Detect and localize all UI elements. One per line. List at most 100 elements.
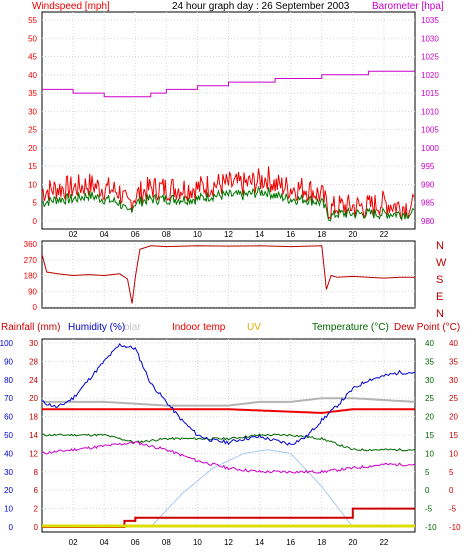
y-tick-label: 0 <box>34 523 39 532</box>
y-tick-label: 1015 <box>421 89 439 98</box>
y-tick-label: 20 <box>29 394 38 403</box>
y-tick-label: -5 <box>449 505 457 514</box>
y-tick-label: 30 <box>425 376 434 385</box>
x-tick-label: 18 <box>317 538 326 547</box>
y-tick-label: -5 <box>425 505 433 514</box>
temperature-line <box>41 433 415 452</box>
windspeed-average-line <box>41 186 415 222</box>
y-tick-label: 20 <box>425 413 434 422</box>
y-tick-label: 45 <box>28 53 37 62</box>
y-tick-label: -10 <box>425 523 437 532</box>
direction-letter: S <box>436 274 443 286</box>
legend-solar: olar <box>124 322 141 333</box>
y-tick-label: 2 <box>34 505 39 514</box>
y-tick-label: 15 <box>28 162 37 171</box>
direction-letter: N <box>436 240 444 252</box>
y-tick-label: 24 <box>29 376 38 385</box>
y-tick-label: 12 <box>29 449 38 458</box>
legend-dew-point: Dew Point (°C) <box>394 322 460 333</box>
humidity-line <box>41 342 416 446</box>
y-tick-label: 6 <box>34 486 39 495</box>
direction-letter: W <box>436 257 447 269</box>
y-tick-label: 50 <box>28 34 37 43</box>
graph-title: 24 hour graph day : 26 September 2003 <box>172 1 350 12</box>
direction-letter: E <box>436 291 443 303</box>
dew-point-line <box>41 441 416 474</box>
y-tick-label: 10 <box>425 449 434 458</box>
y-tick-label: 0 <box>449 486 454 495</box>
y-tick-label: 30 <box>4 468 13 477</box>
y-tick-label: 1010 <box>421 107 439 116</box>
y-tick-label: 60 <box>4 413 13 422</box>
legend-temperature: Temperature (°C) <box>312 322 389 333</box>
y-tick-label: 0 <box>425 486 430 495</box>
x-tick-label: 02 <box>69 230 78 239</box>
y-tick-label: 30 <box>449 376 458 385</box>
y-tick-label: 8 <box>34 468 39 477</box>
y-tick-label: 55 <box>28 16 37 25</box>
data-series <box>41 70 416 528</box>
indoor-temp-line <box>42 408 415 414</box>
solar-line <box>150 449 354 528</box>
y-tick-label: 35 <box>28 89 37 98</box>
y-tick-label: 5 <box>33 199 38 208</box>
y-tick-label: 90 <box>4 357 13 366</box>
y-tick-label: 35 <box>425 357 434 366</box>
y-tick-label: 70 <box>4 394 13 403</box>
y-tick-label: 10 <box>449 449 458 458</box>
legend-indoor-temp: Indoor temp <box>172 322 226 333</box>
grid-lines <box>42 12 415 528</box>
y-tick-label: 5 <box>449 468 454 477</box>
temperature-panel-legend: Rainfall (mm) Humidity (%) olar Indoor t… <box>1 322 460 333</box>
y-tick-label: 20 <box>4 486 13 495</box>
windspeed-axis-label: Windspeed [mph] <box>32 1 110 12</box>
x-tick-label: 08 <box>162 538 171 547</box>
y-tick-label: 20 <box>28 144 37 153</box>
y-tick-label: 10 <box>28 180 37 189</box>
y-tick-label: 1035 <box>421 16 439 25</box>
wind-direction-line <box>41 245 415 304</box>
y-tick-label: 360 <box>24 240 38 249</box>
y-tick-label: 270 <box>24 256 38 265</box>
y-tick-label: 35 <box>449 357 458 366</box>
y-tick-label: 1030 <box>421 34 439 43</box>
y-tick-label: 25 <box>28 126 37 135</box>
y-tick-label: 0 <box>33 217 38 226</box>
x-tick-label: 06 <box>131 538 140 547</box>
y-tick-label: 28 <box>29 357 38 366</box>
direction-letters: N W S E N <box>436 240 447 320</box>
y-tick-label: 0 <box>9 523 14 532</box>
y-tick-label: 40 <box>425 339 434 348</box>
x-tick-label: 08 <box>162 230 171 239</box>
barometer-axis-label: Barometer [hpa] <box>372 1 444 12</box>
y-tick-label: 30 <box>28 107 37 116</box>
y-tick-label: 80 <box>4 376 13 385</box>
legend-uv: UV <box>247 322 261 333</box>
x-tick-label: 16 <box>286 230 295 239</box>
x-tick-label: 18 <box>317 230 326 239</box>
windspeed-line <box>41 166 415 222</box>
gray-line <box>42 397 416 407</box>
x-tick-label: 14 <box>255 230 264 239</box>
y-tick-label: 50 <box>4 431 13 440</box>
y-tick-label: 18 <box>29 413 38 422</box>
x-tick-label: 10 <box>193 230 202 239</box>
x-tick-label: 10 <box>193 538 202 547</box>
y-tick-label: 1005 <box>421 126 439 135</box>
legend-rainfall: Rainfall (mm) <box>1 322 60 333</box>
rainfall-line <box>42 507 415 528</box>
y-tick-label: 5 <box>425 468 430 477</box>
y-tick-label: 40 <box>28 71 37 80</box>
y-tick-label: -10 <box>449 523 461 532</box>
y-tick-label: 1025 <box>421 53 439 62</box>
tick-labels: 5550454035302520151050103510301025102010… <box>0 16 461 547</box>
x-tick-label: 14 <box>255 538 264 547</box>
x-tick-label: 22 <box>379 538 388 547</box>
y-tick-label: 40 <box>4 449 13 458</box>
y-tick-label: 25 <box>449 394 458 403</box>
y-tick-label: 90 <box>28 287 37 296</box>
direction-letter: N <box>436 308 444 320</box>
y-tick-label: 1000 <box>421 144 439 153</box>
x-tick-label: 12 <box>224 538 233 547</box>
